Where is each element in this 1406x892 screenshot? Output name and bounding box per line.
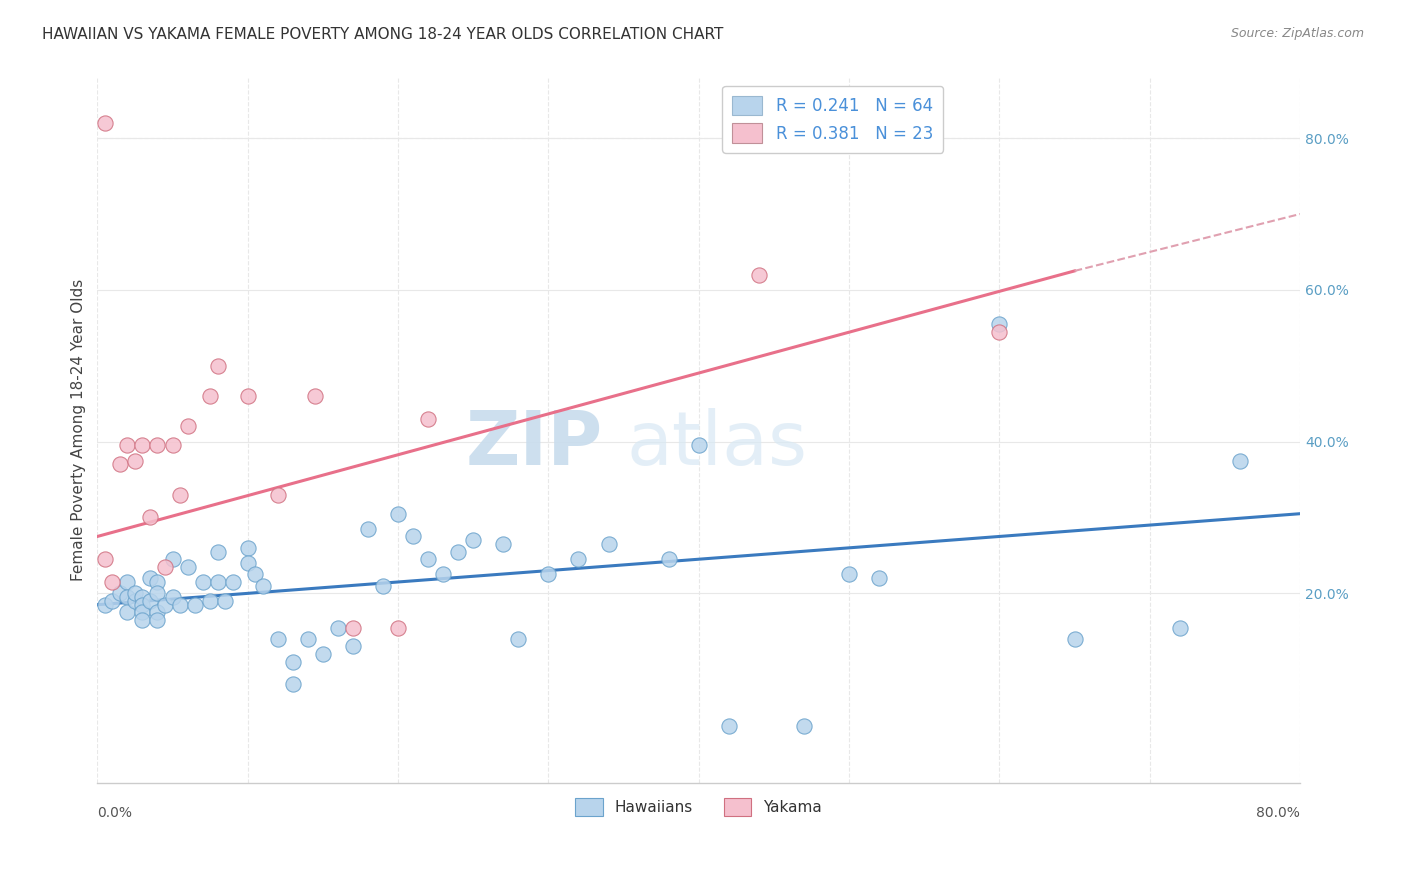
Point (198, 594, 221, 608)
Point (101, 594, 124, 608)
Point (245, 567, 267, 582)
Point (146, 586, 169, 600)
Point (748, 268, 770, 282)
Point (176, 559, 198, 574)
Point (1229, 453, 1251, 467)
Point (297, 632, 319, 646)
Point (139, 510, 162, 524)
Point (281, 677, 304, 691)
Point (139, 594, 162, 608)
Point (658, 552, 681, 566)
Point (131, 605, 153, 619)
Point (838, 567, 860, 582)
Point (236, 541, 259, 555)
Point (342, 620, 364, 634)
Point (717, 719, 740, 733)
Point (236, 556, 259, 570)
Point (868, 571, 890, 585)
Point (146, 605, 169, 619)
Point (131, 590, 153, 604)
Point (281, 655, 304, 669)
Point (357, 522, 380, 536)
Point (124, 594, 146, 608)
Point (508, 632, 530, 646)
Point (153, 598, 176, 612)
Point (402, 529, 425, 543)
Point (117, 438, 139, 452)
Point (94, 116, 117, 130)
Point (252, 579, 274, 593)
Point (153, 559, 176, 574)
Point (124, 453, 146, 467)
Point (124, 586, 146, 600)
Point (207, 359, 229, 373)
Point (267, 632, 290, 646)
Point (416, 412, 439, 426)
Point (416, 552, 439, 566)
Point (688, 438, 710, 452)
Point (117, 590, 139, 604)
Text: 80.0%: 80.0% (1256, 805, 1301, 820)
Point (169, 488, 191, 502)
Point (207, 574, 229, 589)
Point (567, 552, 589, 566)
Point (108, 586, 131, 600)
Point (117, 605, 139, 619)
Legend: Hawaiians, Yakama: Hawaiians, Yakama (567, 789, 831, 825)
Point (387, 620, 409, 634)
Point (537, 567, 560, 582)
Point (131, 438, 153, 452)
Point (108, 458, 131, 472)
Point (191, 574, 214, 589)
Text: 0.0%: 0.0% (97, 805, 132, 820)
Point (267, 488, 290, 502)
Point (162, 438, 184, 452)
Point (236, 389, 259, 403)
Point (1063, 632, 1085, 646)
Point (146, 574, 169, 589)
Point (94, 552, 117, 566)
Point (146, 438, 169, 452)
Point (988, 325, 1011, 339)
Point (342, 640, 364, 654)
Point (94, 598, 117, 612)
Point (184, 598, 207, 612)
Y-axis label: Female Poverty Among 18-24 Year Olds: Female Poverty Among 18-24 Year Olds (72, 279, 86, 582)
Point (387, 507, 409, 521)
Point (214, 594, 236, 608)
Point (1168, 620, 1191, 634)
Text: HAWAIIAN VS YAKAMA FEMALE POVERTY AMONG 18-24 YEAR OLDS CORRELATION CHART: HAWAIIAN VS YAKAMA FEMALE POVERTY AMONG … (42, 27, 724, 42)
Point (131, 598, 153, 612)
Point (447, 544, 470, 558)
Point (176, 419, 198, 434)
Point (169, 598, 191, 612)
Point (312, 647, 335, 661)
Point (492, 537, 515, 551)
Point (326, 620, 349, 634)
Point (988, 317, 1011, 331)
Point (117, 574, 139, 589)
Point (207, 544, 229, 558)
Point (304, 389, 326, 403)
Point (432, 567, 454, 582)
Point (463, 533, 485, 548)
Text: atlas: atlas (627, 408, 807, 481)
Point (162, 552, 184, 566)
Point (101, 574, 124, 589)
Point (139, 571, 162, 585)
Point (371, 579, 394, 593)
Text: Source: ZipAtlas.com: Source: ZipAtlas.com (1230, 27, 1364, 40)
Point (598, 537, 620, 551)
Point (162, 590, 184, 604)
Point (146, 613, 169, 627)
Point (131, 613, 153, 627)
Point (198, 389, 221, 403)
Point (793, 719, 815, 733)
Text: ZIP: ZIP (465, 408, 603, 481)
Point (221, 574, 243, 589)
